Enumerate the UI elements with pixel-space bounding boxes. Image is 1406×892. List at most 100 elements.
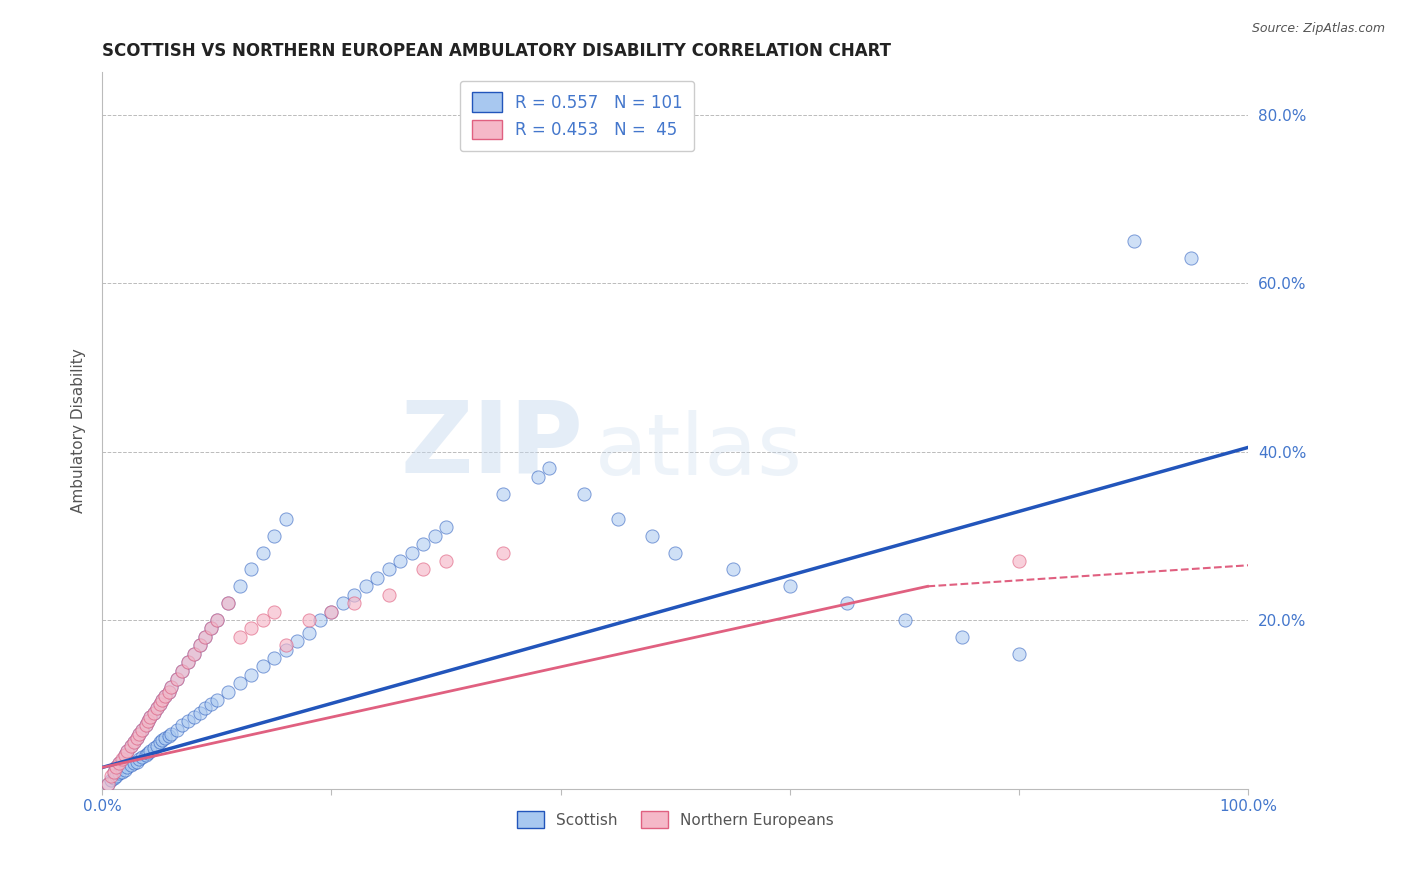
Point	[950, 630, 973, 644]
Point	[125, 731, 148, 745]
Point	[148, 698, 170, 712]
Point	[97, 777, 120, 791]
Point	[572, 486, 595, 500]
Text: SCOTTISH VS NORTHERN EUROPEAN AMBULATORY DISABILITY CORRELATION CHART: SCOTTISH VS NORTHERN EUROPEAN AMBULATORY…	[103, 42, 891, 60]
Point	[117, 743, 139, 757]
Point	[142, 706, 165, 720]
Point	[389, 554, 412, 568]
Point	[274, 512, 297, 526]
Point	[150, 693, 173, 707]
Legend: Scottish, Northern Europeans: Scottish, Northern Europeans	[510, 805, 841, 835]
Point	[172, 718, 194, 732]
Point	[229, 579, 252, 593]
Point	[108, 756, 131, 771]
Point	[150, 693, 173, 707]
Point	[779, 579, 801, 593]
Point	[217, 596, 239, 610]
Point	[378, 588, 401, 602]
Point	[434, 554, 457, 568]
Point	[538, 461, 561, 475]
Point	[200, 622, 222, 636]
Point	[166, 672, 188, 686]
Point	[160, 727, 183, 741]
Point	[120, 758, 142, 772]
Point	[252, 546, 274, 560]
Point	[492, 546, 515, 560]
Point	[1008, 647, 1031, 661]
Point	[343, 596, 366, 610]
Point	[135, 718, 157, 732]
Point	[200, 622, 222, 636]
Point	[104, 769, 127, 783]
Point	[97, 777, 120, 791]
Point	[205, 613, 228, 627]
Point	[155, 689, 177, 703]
Point	[194, 630, 217, 644]
Point	[111, 752, 134, 766]
Point	[166, 672, 188, 686]
Point	[155, 689, 177, 703]
Point	[100, 773, 122, 788]
Point	[332, 596, 354, 610]
Point	[131, 749, 153, 764]
Point	[252, 613, 274, 627]
Point	[194, 701, 217, 715]
Point	[104, 760, 127, 774]
Point	[148, 735, 170, 749]
Point	[240, 667, 263, 681]
Point	[114, 747, 136, 762]
Point	[274, 638, 297, 652]
Point	[139, 710, 162, 724]
Point	[893, 613, 915, 627]
Point	[117, 743, 139, 757]
Point	[131, 723, 153, 737]
Point	[117, 760, 139, 774]
Point	[492, 486, 515, 500]
Point	[240, 562, 263, 576]
Point	[229, 630, 252, 644]
Point	[183, 647, 205, 661]
Point	[183, 710, 205, 724]
Point	[172, 664, 194, 678]
Point	[274, 642, 297, 657]
Point	[434, 520, 457, 534]
Point	[309, 613, 332, 627]
Point	[148, 698, 170, 712]
Point	[131, 723, 153, 737]
Point	[172, 664, 194, 678]
Point	[139, 743, 162, 757]
Point	[1122, 234, 1144, 248]
Point	[297, 625, 319, 640]
Point	[526, 470, 548, 484]
Point	[100, 769, 122, 783]
Point	[142, 706, 165, 720]
Point	[128, 727, 150, 741]
Point	[354, 579, 377, 593]
Point	[252, 659, 274, 673]
Point	[124, 756, 146, 771]
Point	[128, 727, 150, 741]
Point	[135, 747, 157, 762]
Point	[412, 537, 434, 551]
Point	[412, 562, 434, 576]
Point	[205, 613, 228, 627]
Y-axis label: Ambulatory Disability: Ambulatory Disability	[72, 348, 86, 513]
Point	[120, 739, 142, 754]
Point	[111, 752, 134, 766]
Point	[664, 546, 686, 560]
Point	[160, 681, 183, 695]
Point	[103, 764, 125, 779]
Point	[124, 735, 146, 749]
Point	[183, 647, 205, 661]
Point	[111, 764, 134, 779]
Point	[194, 630, 217, 644]
Point	[263, 651, 285, 665]
Point	[160, 681, 183, 695]
Point	[114, 763, 136, 777]
Point	[366, 571, 388, 585]
Text: ZIP: ZIP	[401, 396, 583, 493]
Point	[205, 693, 228, 707]
Point	[188, 638, 211, 652]
Point	[1180, 251, 1202, 265]
Point	[128, 752, 150, 766]
